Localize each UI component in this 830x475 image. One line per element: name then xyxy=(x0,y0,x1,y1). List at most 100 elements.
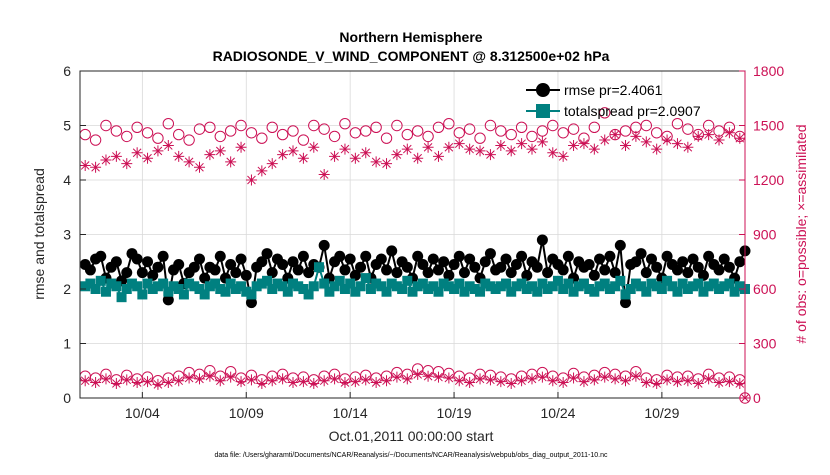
obs_assimilated_lower-marker xyxy=(110,377,122,389)
obs_assimilated_upper-marker xyxy=(266,158,278,170)
totalspread-point xyxy=(677,278,688,289)
rmse-point xyxy=(344,253,356,265)
obs_possible_upper-marker xyxy=(505,128,517,141)
obs_assimilated_upper-marker xyxy=(297,152,309,164)
rmse-point xyxy=(479,256,491,268)
totalspread-point xyxy=(293,281,304,292)
totalspread-point xyxy=(230,284,241,294)
totalspread-point xyxy=(449,284,460,294)
rmse-point xyxy=(209,264,221,276)
totalspread-point xyxy=(469,284,480,294)
totalspread-point xyxy=(308,281,319,292)
obs_assimilated_lower-marker xyxy=(432,371,444,383)
totalspread-point xyxy=(412,281,423,292)
rmse-point xyxy=(484,248,496,260)
obs_assimilated_lower-marker xyxy=(235,376,247,388)
rmse-point xyxy=(131,253,143,265)
totalspread-point xyxy=(688,281,699,292)
rmse-point xyxy=(510,258,522,270)
totalspread-point xyxy=(589,286,600,297)
rmse-point xyxy=(193,253,205,265)
rmse-point xyxy=(562,250,574,262)
obs_assimilated_upper-marker xyxy=(225,156,237,168)
rmse-point xyxy=(287,256,299,268)
totalspread-point xyxy=(256,278,267,289)
legend-rmse-marker xyxy=(536,83,550,97)
obs_possible_upper-marker xyxy=(79,128,91,141)
legend: rmse pr=2.4061 totalspread pr=2.0907 xyxy=(526,82,701,119)
totalspread-point xyxy=(204,281,215,292)
rmse-point xyxy=(318,239,330,251)
totalspread-point xyxy=(386,278,397,289)
obs_assimilated_lower-marker xyxy=(620,375,632,387)
totalspread-point xyxy=(672,286,683,297)
rmse-point xyxy=(677,256,689,268)
totalspread-point xyxy=(625,284,636,294)
obs_possible_upper-marker xyxy=(287,125,299,137)
x-tick-label: 10/29 xyxy=(644,405,679,421)
obs_possible_upper-marker xyxy=(183,134,195,146)
obs_assimilated_upper-marker xyxy=(391,149,403,161)
obs_assimilated_lower-marker xyxy=(349,376,361,388)
obs_assimilated_upper-marker xyxy=(578,138,590,150)
rmse-point xyxy=(188,261,200,273)
totalspread-point xyxy=(163,286,174,297)
obs_assimilated_lower-marker xyxy=(505,377,517,389)
rmse-point xyxy=(422,267,434,279)
obs_assimilated_upper-marker xyxy=(412,152,424,164)
totalspread-point xyxy=(495,281,506,292)
obs_possible_upper-marker xyxy=(297,134,310,146)
obs_assimilated_upper-marker xyxy=(474,145,486,157)
obs_assimilated_lower-marker xyxy=(193,373,205,385)
obs_assimilated_lower-marker xyxy=(360,374,372,386)
totalspread-point xyxy=(189,281,200,292)
obs_assimilated_lower-marker xyxy=(204,370,216,382)
obs_possible_upper-marker xyxy=(599,107,611,119)
totalspread-point xyxy=(610,281,621,292)
obs_assimilated_upper-marker xyxy=(734,132,746,144)
obs_assimilated_upper-marker xyxy=(703,129,715,141)
obs_assimilated_upper-marker xyxy=(277,149,289,161)
rmse-point xyxy=(635,248,647,260)
totalspread-point xyxy=(433,286,444,297)
obs_assimilated_upper-marker xyxy=(443,141,455,153)
totalspread-point xyxy=(719,281,730,292)
totalspread-point xyxy=(641,286,652,297)
totalspread-point xyxy=(402,275,413,286)
rmse-point xyxy=(375,253,387,265)
totalspread-point xyxy=(646,278,657,289)
obs_assimilated_lower-marker xyxy=(692,377,704,389)
totalspread-point xyxy=(511,281,522,292)
obs_assimilated_lower-marker xyxy=(640,377,652,389)
totalspread-point xyxy=(537,278,548,289)
totalspread-point xyxy=(636,281,647,292)
obs_assimilated_upper-marker xyxy=(339,143,351,155)
totalspread-point xyxy=(724,278,735,289)
obs_assimilated_upper-marker xyxy=(516,138,528,150)
totalspread-point xyxy=(729,286,740,297)
rmse-point xyxy=(266,267,278,279)
totalspread-point xyxy=(547,281,558,292)
totalspread-point xyxy=(604,284,615,294)
totalspread-point xyxy=(532,286,543,297)
obs_assimilated_upper-marker xyxy=(204,149,216,161)
obs_possible_upper-marker xyxy=(141,127,154,139)
totalspread-point xyxy=(152,281,163,292)
right-y-tick-label: 900 xyxy=(753,227,777,243)
obs_possible_upper-marker xyxy=(121,130,133,143)
obs_assimilated_lower-marker xyxy=(162,377,174,389)
totalspread-point xyxy=(147,284,158,294)
totalspread-point xyxy=(277,281,288,292)
obs_assimilated_lower-marker xyxy=(121,374,133,386)
obs_assimilated_lower-marker xyxy=(308,377,320,389)
obs_assimilated_lower-marker xyxy=(568,372,580,384)
obs_assimilated_upper-marker xyxy=(536,136,548,148)
rmse-point xyxy=(651,261,663,273)
rmse-point xyxy=(661,250,673,262)
totalspread-point xyxy=(142,278,153,289)
left-y-tick-label: 5 xyxy=(63,118,71,134)
obs_assimilated_lower-marker xyxy=(401,373,413,385)
totalspread-point xyxy=(417,278,428,289)
obs_assimilated_lower-marker xyxy=(703,373,715,385)
